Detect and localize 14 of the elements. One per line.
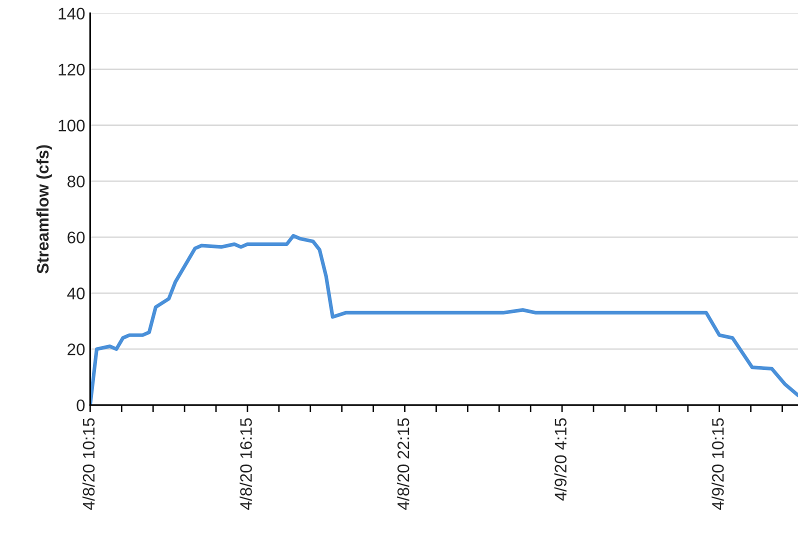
y-axis-title: Streamflow (cfs) xyxy=(36,145,52,274)
y-tick-label: 60 xyxy=(68,232,85,244)
x-tick-label: 4/8/20 16:15 xyxy=(240,418,252,510)
x-tick-label: 4/8/20 22:15 xyxy=(396,418,410,510)
x-tick-label: 4/9/20 4:15 xyxy=(554,418,567,501)
x-tick-label: 4/9/20 10:15 xyxy=(712,418,724,510)
y-tick-label: 40 xyxy=(67,288,85,300)
y-tick-label: 120 xyxy=(58,64,85,76)
y-tick-label: 100 xyxy=(58,120,85,132)
y-tick-label: 0 xyxy=(76,399,85,412)
y-tick-label: 20 xyxy=(68,344,85,356)
y-tick-label: 80 xyxy=(68,176,85,188)
x-tick-label: 4/8/20 10:15 xyxy=(82,418,95,510)
y-tick-label: 140 xyxy=(58,8,85,20)
